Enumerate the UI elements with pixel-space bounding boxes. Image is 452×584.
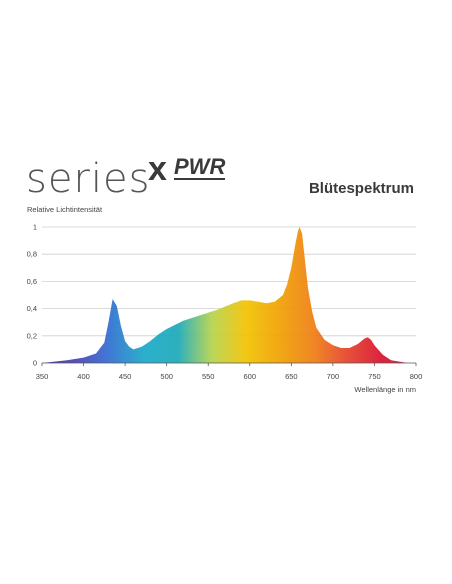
x-tick-label: 800: [410, 372, 423, 381]
x-tick-label: 600: [244, 372, 257, 381]
x-tick-label: 350: [36, 372, 49, 381]
plot-area: [42, 227, 416, 363]
brand-series-text: series: [26, 156, 151, 202]
x-tick-label: 400: [77, 372, 90, 381]
y-tick-label: 1: [33, 223, 37, 232]
chart-title: Blütespektrum: [308, 180, 414, 197]
y-tick-label: 0: [33, 359, 37, 368]
y-tick-label: 0,8: [27, 250, 37, 259]
y-axis-label: Relative Lichtintensität: [27, 205, 103, 214]
x-tick-label: 550: [202, 372, 215, 381]
x-tick-label: 500: [160, 372, 173, 381]
x-axis-label: Wellenlänge in nm: [354, 385, 416, 394]
brand-pwr-text: PWR: [174, 154, 226, 180]
grid: 0 0,2 0,4 0,6 0,8 1: [27, 223, 416, 368]
x-tick-label: 450: [119, 372, 132, 381]
axes: 350 400 450 500 550 600 650 700 750 800: [36, 362, 423, 381]
y-tick-label: 0,6: [27, 277, 37, 286]
spectrum-area: [42, 227, 416, 363]
x-tick-label: 700: [327, 372, 340, 381]
x-tick-label: 750: [368, 372, 381, 381]
brand-x-text: x: [148, 150, 167, 188]
y-tick-label: 0,2: [27, 331, 37, 340]
x-tick-label: 650: [285, 372, 298, 381]
y-tick-label: 0,4: [27, 304, 37, 313]
